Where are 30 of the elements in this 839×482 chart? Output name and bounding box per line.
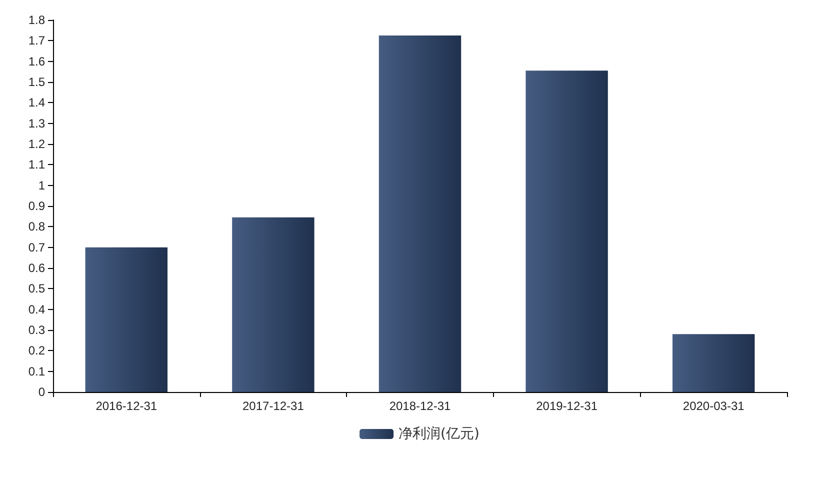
y-tick-label: 1.1: [28, 158, 46, 172]
y-tick-label: 0: [38, 385, 46, 399]
y-tick-label: 0.5: [28, 282, 46, 296]
y-tick-label: 1: [38, 178, 46, 192]
bar: [85, 247, 168, 392]
y-tick-label: 0.3: [28, 323, 46, 337]
y-tick-label: 1.3: [28, 116, 46, 130]
x-tick-label: 2018-12-31: [389, 399, 452, 413]
bar: [672, 334, 755, 392]
x-tick-label: 2016-12-31: [96, 399, 158, 413]
x-tick-label: 2017-12-31: [242, 399, 304, 413]
y-tick-label: 1.8: [28, 13, 46, 27]
y-tick-label: 0.2: [28, 344, 46, 358]
bar: [378, 36, 462, 392]
y-tick-label: 0.6: [28, 261, 46, 275]
y-tick-label: 0.1: [28, 364, 46, 378]
y-tick-label: 0.4: [28, 302, 46, 316]
legend-label: 净利润(亿元): [398, 426, 480, 442]
y-tick-label: 1.6: [28, 54, 46, 68]
y-tick-label: 1.2: [28, 137, 46, 151]
x-tick-label: 2019-12-31: [536, 399, 598, 413]
x-tick-label: 2020-03-31: [682, 399, 745, 413]
y-tick-label: 1.7: [28, 34, 46, 48]
y-tick-label: 0.9: [28, 199, 46, 213]
bar: [526, 70, 608, 392]
y-tick-label: 0.7: [28, 240, 46, 254]
y-tick-label: 1.5: [28, 75, 46, 89]
y-tick-label: 0.8: [28, 220, 46, 234]
bar: [232, 217, 314, 392]
y-tick-label: 1.4: [28, 96, 46, 110]
